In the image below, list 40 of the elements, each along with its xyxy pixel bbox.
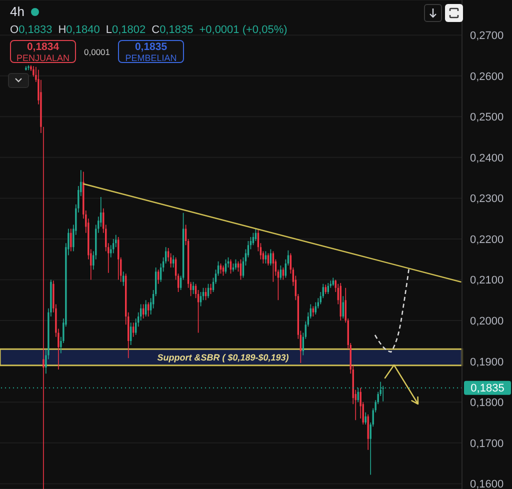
y-tick-label: 0,2200 bbox=[470, 234, 504, 246]
annotation: O0,1833 bbox=[10, 24, 52, 36]
annotation: L0,1802 bbox=[106, 24, 146, 36]
annotation: 0,1835 bbox=[134, 41, 168, 53]
candlestick bbox=[340, 283, 342, 321]
y-tick-label: 0,1900 bbox=[470, 356, 504, 368]
y-tick-label: 0,1700 bbox=[470, 438, 504, 450]
candlestick bbox=[324, 284, 326, 294]
y-tick-label: 0,2400 bbox=[470, 152, 504, 164]
candlestick bbox=[70, 228, 72, 252]
candlestick bbox=[132, 322, 134, 337]
band-label: Support &SBR ( $0,189-$0,193) bbox=[157, 352, 289, 363]
candlestick bbox=[367, 414, 369, 450]
y-tick-label: 0,2600 bbox=[470, 70, 504, 83]
y-tick-label: 0,2500 bbox=[470, 112, 504, 124]
candlestick bbox=[342, 296, 344, 319]
candlestick bbox=[25, 66, 27, 71]
y-tick-label: 0,2000 bbox=[470, 315, 504, 328]
annotation: H0,1840 bbox=[58, 24, 100, 36]
annotation: 0,0001 bbox=[84, 47, 110, 57]
candlestick bbox=[28, 65, 30, 70]
y-tick-label: 0,1800 bbox=[470, 397, 504, 410]
y-tick-label: 0,2700 bbox=[470, 30, 504, 42]
annotation: PENJUALAN bbox=[15, 53, 70, 64]
candlestick bbox=[332, 278, 334, 286]
annotation: C0,1835 bbox=[152, 24, 194, 36]
candlestick bbox=[327, 283, 329, 294]
candlestick bbox=[364, 412, 366, 425]
y-tick-label: 0,2100 bbox=[470, 274, 504, 287]
chart-title: 4h bbox=[10, 4, 24, 19]
candlestick bbox=[130, 322, 132, 346]
annotation: +0,0001 (+0,05%) bbox=[199, 24, 288, 36]
y-tick-label: 0,1600 bbox=[470, 478, 504, 489]
annotation: 0,1834 bbox=[26, 41, 60, 53]
annotation: PEMBELIAN bbox=[124, 53, 178, 64]
ref-line-label: 0,1835 bbox=[470, 382, 504, 395]
candlestick bbox=[112, 238, 114, 254]
candlestick bbox=[122, 272, 124, 286]
candlestick bbox=[118, 236, 120, 280]
y-tick-label: 0,2300 bbox=[470, 193, 504, 206]
